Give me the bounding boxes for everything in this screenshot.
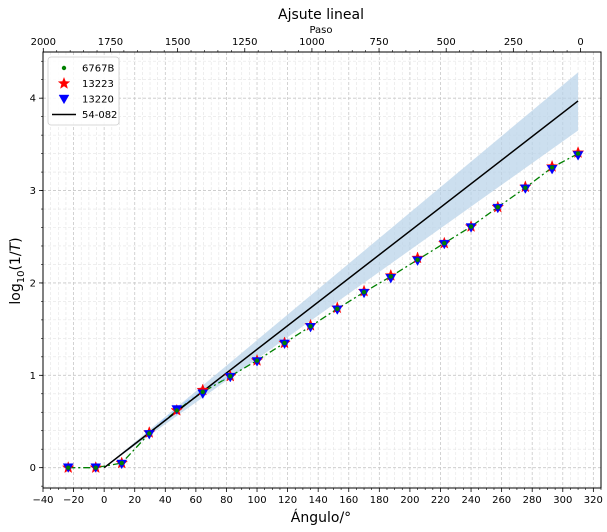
legend-label: 13223 (82, 79, 114, 90)
data-point (282, 340, 287, 346)
data-point (200, 389, 205, 395)
top-tick-label: 500 (437, 37, 456, 48)
data-point (119, 460, 124, 466)
x-axis-label: Ángulo/° (291, 509, 351, 526)
plot-frame (42, 51, 602, 489)
data-point (228, 374, 233, 379)
top-tick-label: 1000 (299, 37, 324, 48)
x-tick-label: 140 (309, 495, 328, 506)
confidence-band-area (104, 72, 579, 468)
x-tick-label: 20 (128, 495, 141, 506)
y-tick-label: 2 (30, 278, 36, 289)
fit-line-1 (148, 374, 231, 434)
data-point (308, 324, 313, 329)
x-axis-ticks: −40 −20 0 20 40 60 80 100 120 140 160 180 200 220 240 2… (32, 488, 603, 506)
legend-marker-13220 (58, 94, 70, 105)
chart-title: Ajsute lineal (278, 7, 364, 23)
x-tick-label: −40 (32, 495, 53, 506)
y-tick-label: 1 (30, 371, 36, 382)
data-point (361, 289, 367, 295)
top-tick-label: 1500 (165, 37, 190, 48)
legend: 6767B 13223 13220 54-082 (47, 56, 120, 126)
data-point (147, 431, 152, 436)
data-point (254, 358, 260, 363)
series-line-54-082 (103, 100, 579, 469)
x-tick-label: 160 (339, 495, 358, 506)
y-axis-ticks: 0 1 2 3 4 (30, 60, 43, 487)
data-point (66, 465, 71, 470)
legend-label: 54-082 (82, 110, 117, 121)
legend-label: 13220 (82, 95, 114, 106)
legend-marker-6767B (61, 65, 67, 71)
top-tick-label: 1750 (98, 37, 123, 48)
x-tick-label: 180 (370, 495, 389, 506)
top-tick-label: 750 (370, 37, 389, 48)
x-tick-label: 60 (190, 495, 203, 506)
x-tick-label: 260 (492, 495, 511, 506)
series-markers (61, 146, 585, 473)
x-tick-label: 0 (101, 495, 107, 506)
top-tick-label: 1250 (232, 37, 257, 48)
y-tick-label: 0 (30, 463, 36, 474)
y-tick-label: 3 (30, 186, 36, 197)
data-point (415, 257, 420, 263)
x-tick-label: 220 (431, 495, 450, 506)
data-point (523, 185, 528, 190)
confidence-band (104, 72, 579, 468)
x-tick-label: 320 (584, 495, 603, 506)
x-tick-label: 80 (220, 495, 233, 506)
top-tick-label: 2000 (31, 37, 56, 48)
x-tick-label: −20 (63, 495, 84, 506)
data-point (93, 465, 98, 470)
data-point (174, 408, 179, 413)
legend-box (47, 56, 120, 126)
series-6767B (66, 151, 581, 470)
x-tick-label: 40 (159, 495, 172, 506)
data-point (575, 151, 581, 156)
legend-label: 6767B (82, 64, 114, 75)
legend-marker-13223 (57, 76, 71, 89)
series-lines (68, 100, 579, 469)
top-tick-label: 250 (504, 37, 523, 48)
y-axis-label: log10(1/T) (8, 237, 27, 304)
x-tick-label: 200 (400, 495, 419, 506)
x-tick-label: 280 (523, 495, 542, 506)
x-tick-label: 120 (278, 495, 297, 506)
data-point (468, 224, 474, 229)
data-point (549, 165, 555, 170)
x-tick-label: 100 (247, 495, 266, 506)
data-point (335, 306, 340, 311)
top-tick-label: 0 (577, 37, 583, 48)
top-axis-ticks: 2000 1750 1500 1250 1000 750 500 250 0 (31, 37, 584, 52)
data-point (495, 204, 501, 210)
data-point (388, 274, 393, 279)
x-tick-label: 240 (462, 495, 481, 506)
x-tick-label: 300 (553, 495, 572, 506)
data-point (442, 241, 447, 246)
y-tick-label: 4 (30, 94, 36, 105)
top-axis-label: Paso (309, 25, 332, 36)
